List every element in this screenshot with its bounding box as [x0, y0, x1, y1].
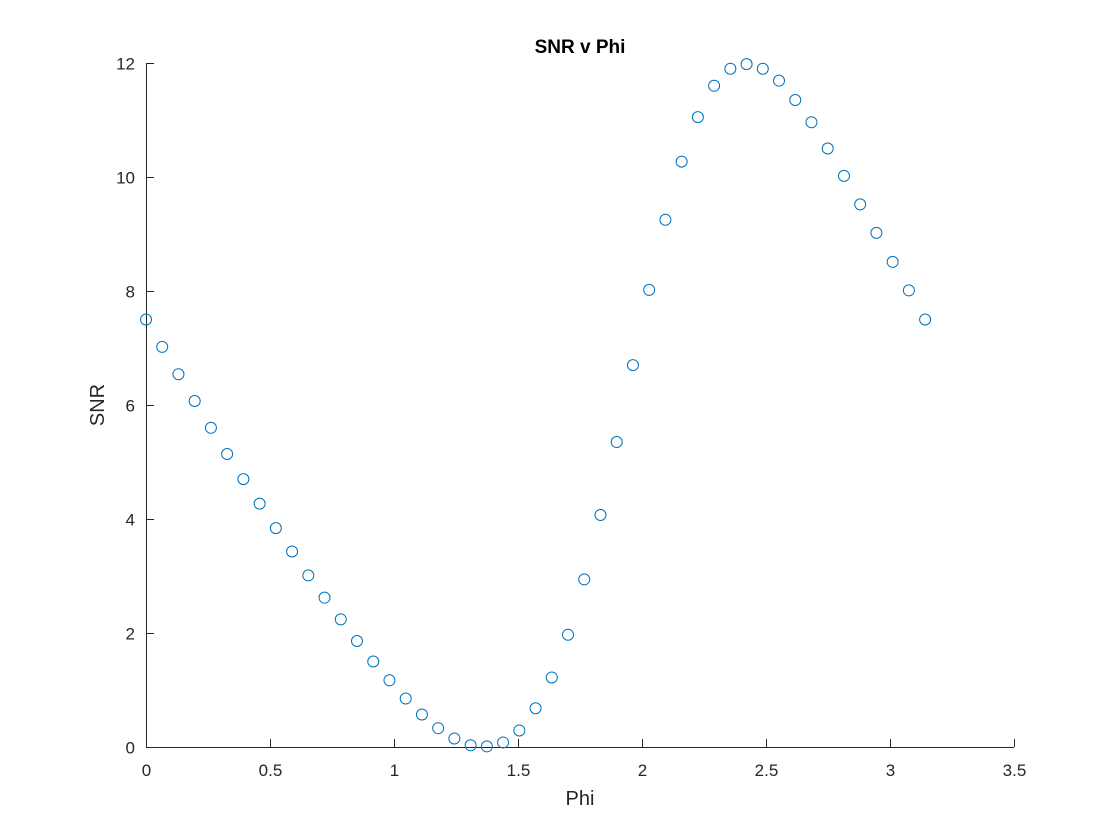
data-point — [432, 722, 445, 735]
data-point — [350, 634, 363, 647]
data-point — [789, 94, 802, 107]
data-point — [448, 732, 461, 745]
data-point — [286, 545, 299, 558]
data-point — [464, 739, 477, 752]
data-point — [740, 58, 753, 71]
data-point — [902, 284, 915, 297]
x-tick-label: 1.5 — [507, 761, 531, 780]
x-tick-label: 2 — [638, 761, 647, 780]
data-point — [237, 473, 250, 486]
data-point — [172, 368, 185, 381]
y-tick-label: 12 — [116, 55, 135, 74]
data-point — [545, 671, 558, 684]
data-point — [708, 79, 721, 92]
data-point — [204, 421, 217, 434]
data-point — [773, 74, 786, 87]
data-point — [805, 116, 818, 129]
data-point — [529, 702, 542, 715]
data-point — [919, 313, 932, 326]
x-tick-label: 0 — [142, 761, 151, 780]
data-point — [399, 692, 412, 705]
y-axis-label: SNR — [87, 384, 109, 426]
data-point — [756, 62, 769, 75]
data-point — [302, 569, 315, 582]
y-tick-label: 0 — [126, 739, 135, 758]
data-point — [253, 497, 266, 510]
data-point — [188, 395, 201, 408]
data-point — [854, 198, 867, 211]
data-point — [367, 655, 380, 668]
data-series — [140, 58, 932, 753]
data-point — [578, 573, 591, 586]
data-point — [480, 740, 493, 753]
data-point — [691, 111, 704, 124]
data-point — [140, 313, 152, 326]
y-tick-label: 4 — [126, 511, 135, 530]
data-point — [415, 708, 428, 721]
y-tick-label: 10 — [116, 169, 135, 188]
y-axis-ticks: 0 2 4 6 8 10 12 — [116, 55, 154, 758]
chart-title: SNR v Phi — [535, 37, 626, 58]
x-axis-label: Phi — [566, 788, 595, 810]
y-tick-label: 6 — [126, 397, 135, 416]
data-point — [675, 155, 688, 168]
data-point — [562, 628, 575, 641]
data-point — [513, 724, 526, 737]
data-point — [383, 674, 396, 687]
data-point — [886, 255, 899, 268]
data-point — [659, 213, 672, 226]
data-point — [497, 736, 510, 749]
data-point — [269, 522, 282, 535]
data-point — [221, 448, 234, 461]
x-tick-label: 0.5 — [259, 761, 283, 780]
data-point — [870, 226, 883, 239]
x-tick-label: 1 — [390, 761, 399, 780]
data-point — [821, 142, 834, 155]
data-point — [626, 359, 639, 372]
x-axis-ticks: 0 0.5 1 1.5 2 2.5 3 3.5 — [142, 739, 1027, 780]
data-point — [334, 613, 347, 626]
data-point — [594, 509, 607, 522]
x-tick-label: 2.5 — [755, 761, 779, 780]
data-point — [156, 340, 169, 353]
data-point — [724, 62, 737, 75]
data-point — [318, 591, 331, 604]
x-tick-label: 3 — [886, 761, 895, 780]
data-point — [837, 169, 850, 182]
data-point — [643, 283, 656, 296]
x-tick-label: 3.5 — [1003, 761, 1027, 780]
plot-area — [146, 63, 1014, 747]
data-point — [610, 436, 623, 449]
y-tick-label: 2 — [126, 625, 135, 644]
y-tick-label: 8 — [126, 283, 135, 302]
